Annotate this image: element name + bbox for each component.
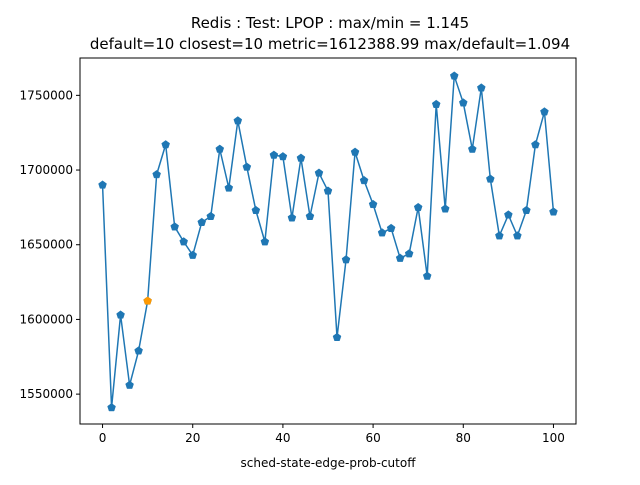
data-point [314,168,324,177]
axes-frame [79,57,577,425]
data-point [98,180,107,189]
data-point [549,207,558,216]
data-point [296,153,306,162]
y-tick-label: 1700000 [20,163,73,177]
data-point [215,144,225,153]
data-point [152,170,161,179]
data-point [188,250,198,259]
data-point [107,403,116,412]
data-point [431,99,441,108]
data-point [206,211,216,220]
data-point [134,346,143,355]
data-point [504,210,513,219]
data-point [440,204,450,213]
data-point [368,199,378,209]
chart-title-line-1: Redis : Test: LPOP : max/min = 1.145 [191,14,469,32]
x-tick-label: 40 [275,431,290,445]
data-point [422,271,432,280]
data-point [468,144,477,153]
data-point [449,71,459,80]
x-tick-label: 0 [99,431,107,445]
x-axis-label: sched-state-edge-prob-cutoff [241,456,417,470]
data-point [197,217,207,226]
data-point [458,98,468,107]
data-point [404,249,414,258]
data-point [242,162,252,171]
highlight-point [143,296,152,305]
data-point [161,140,170,149]
data-point [377,228,387,237]
data-point [359,175,369,185]
data-point [125,380,134,389]
data-point [260,237,270,246]
x-tick-label: 80 [456,431,471,445]
y-tick-label: 1750000 [20,88,73,102]
data-point [278,152,288,161]
data-point [341,255,351,264]
data-point [477,83,486,92]
data-point [513,231,522,240]
plot-area: 0 20 40 60 80 100 1550000 1600000 1650000 1700000… [20,57,577,445]
data-point [116,310,125,319]
data-point [350,147,360,156]
data-point [486,174,495,183]
chart-title-line-2: default=10 closest=10 metric=1612388.99 … [90,35,570,53]
data-point [395,253,405,262]
data-point [386,223,396,232]
data-point [413,202,423,212]
data-point [170,222,179,231]
data-point [522,205,531,215]
data-point [332,332,342,341]
data-point [179,237,188,246]
y-tick-label: 1550000 [20,387,73,401]
data-point [495,231,504,240]
x-tick-label: 20 [185,431,200,445]
data-point [323,186,333,195]
data-point [531,140,540,149]
data-point [540,107,549,116]
data-point [287,213,297,222]
y-tick-label: 1600000 [20,312,73,326]
data-point [305,211,315,220]
data-point [269,150,279,159]
data-point [224,183,234,192]
data-point [233,116,243,125]
x-tick-label: 100 [542,431,565,445]
data-point [251,205,261,215]
x-tick-label: 60 [365,431,380,445]
y-tick-label: 1650000 [20,238,73,252]
